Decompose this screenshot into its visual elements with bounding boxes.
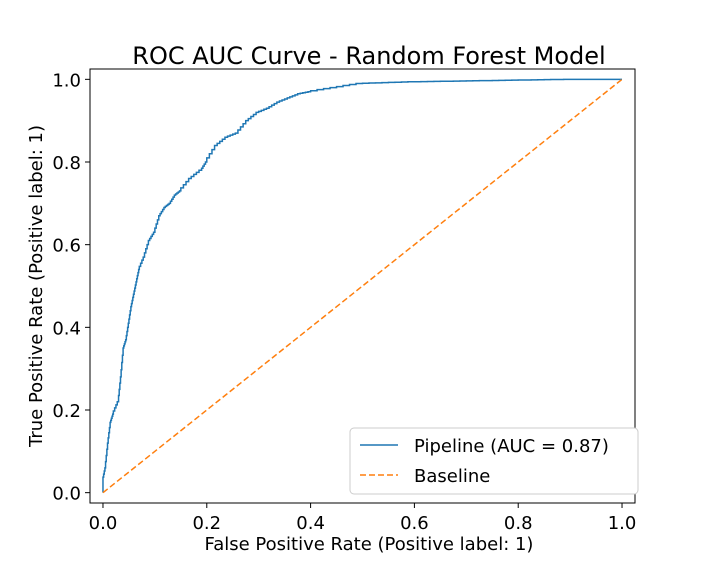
x-tick-label: 0.6 <box>400 513 429 534</box>
plot-frame <box>89 68 636 504</box>
legend-label-pipeline: Pipeline (AUC = 0.87) <box>414 436 609 457</box>
y-tick-label: 0.0 <box>52 484 81 505</box>
y-axis-label: True Positive Rate (Positive label: 1) <box>26 125 47 448</box>
legend: Pipeline (AUC = 0.87) Baseline <box>349 427 639 495</box>
y-tick-label: 0.8 <box>52 153 81 174</box>
legend-label-baseline: Baseline <box>414 466 490 487</box>
pipeline-roc-line <box>102 78 623 493</box>
y-tick-label: 0.2 <box>52 401 81 422</box>
x-tick-label: 0.8 <box>504 513 533 534</box>
series-layer <box>102 78 623 494</box>
y-tick-label: 1.0 <box>52 70 81 91</box>
x-tick-label: 0.0 <box>89 513 118 534</box>
chart-title: ROC AUC Curve - Random Forest Model <box>132 42 605 70</box>
baseline-line <box>102 78 623 494</box>
y-tick-label: 0.4 <box>52 318 81 339</box>
x-tick-label: 0.4 <box>296 513 325 534</box>
x-tick-label: 1.0 <box>608 513 637 534</box>
y-tick-label: 0.6 <box>52 236 81 257</box>
legend-box <box>349 427 639 495</box>
x-tick-label: 0.2 <box>192 513 221 534</box>
y-axis-ticks: 0.0 0.2 0.4 0.6 0.8 1.0 <box>52 70 90 505</box>
x-axis-label: False Positive Rate (Positive label: 1) <box>205 534 534 555</box>
x-axis-ticks: 0.0 0.2 0.4 0.6 0.8 1.0 <box>89 503 637 534</box>
